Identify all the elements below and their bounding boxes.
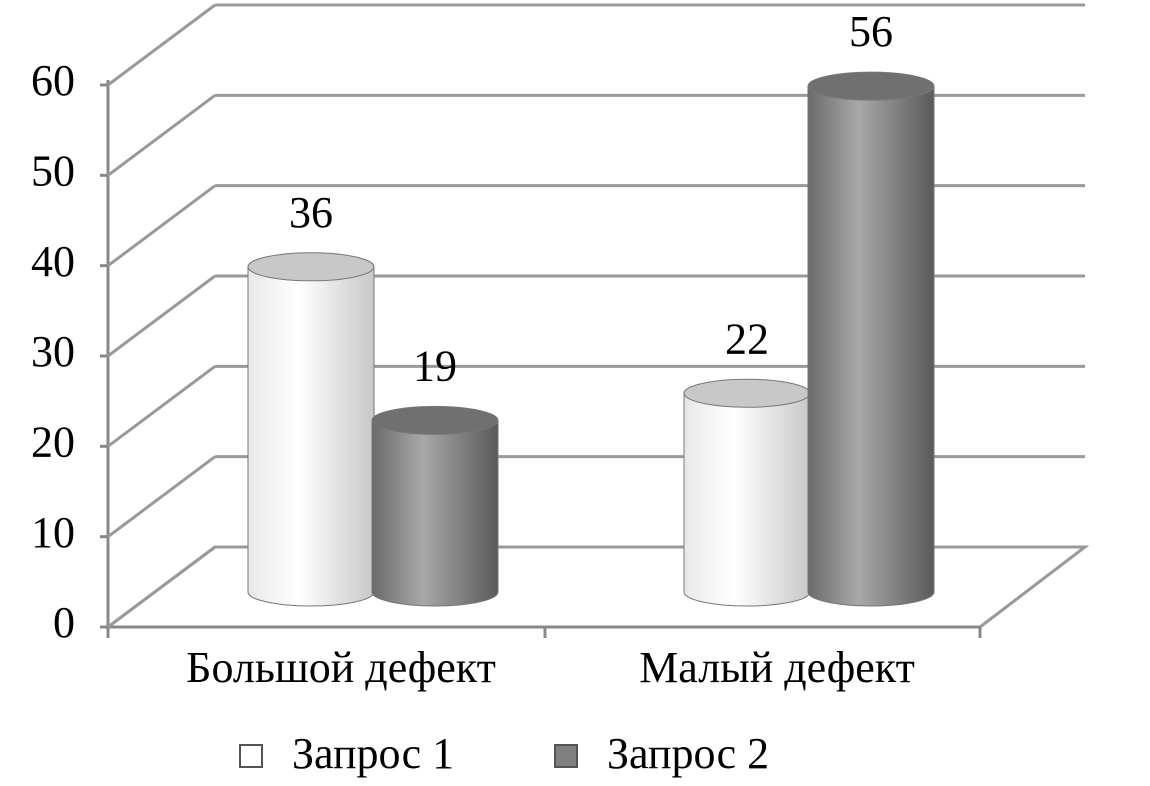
y-tick-label: 10	[31, 508, 75, 557]
grid-line	[107, 455, 216, 538]
bar-part	[371, 405, 499, 435]
data-label: 22	[725, 314, 769, 363]
grid-line	[107, 365, 216, 448]
x-tick-label: Большой дефект	[186, 643, 496, 692]
bar-part	[683, 378, 811, 408]
bar	[247, 252, 375, 607]
grid-line	[107, 274, 216, 358]
grid-line	[107, 3, 216, 87]
grid-line	[107, 94, 216, 177]
bar-part	[247, 252, 375, 282]
bar-part	[247, 266, 375, 607]
y-tick-label: 50	[31, 146, 75, 195]
bar	[371, 405, 499, 607]
data-label: 56	[849, 7, 893, 56]
data-label: 19	[413, 341, 457, 390]
legend-swatch	[239, 744, 263, 768]
bar-part	[371, 419, 499, 607]
bar	[683, 378, 811, 607]
y-tick-label: 40	[31, 237, 75, 286]
grid-line	[107, 545, 216, 629]
bar-part	[807, 71, 935, 101]
y-tick-label: 20	[31, 417, 75, 466]
legend-swatch	[554, 744, 578, 768]
bar-part	[683, 392, 811, 607]
x-tick-label: Малый дефект	[639, 643, 915, 692]
legend-label: Запрос 2	[607, 729, 769, 778]
y-tick-label: 30	[31, 327, 75, 376]
y-tick-label: 60	[31, 56, 75, 105]
bar-part	[807, 85, 935, 607]
data-label: 36	[289, 188, 333, 237]
legend-label: Запрос 1	[292, 729, 454, 778]
y-tick-label: 0	[53, 598, 75, 647]
bar	[807, 71, 935, 607]
grid-line	[107, 184, 216, 267]
